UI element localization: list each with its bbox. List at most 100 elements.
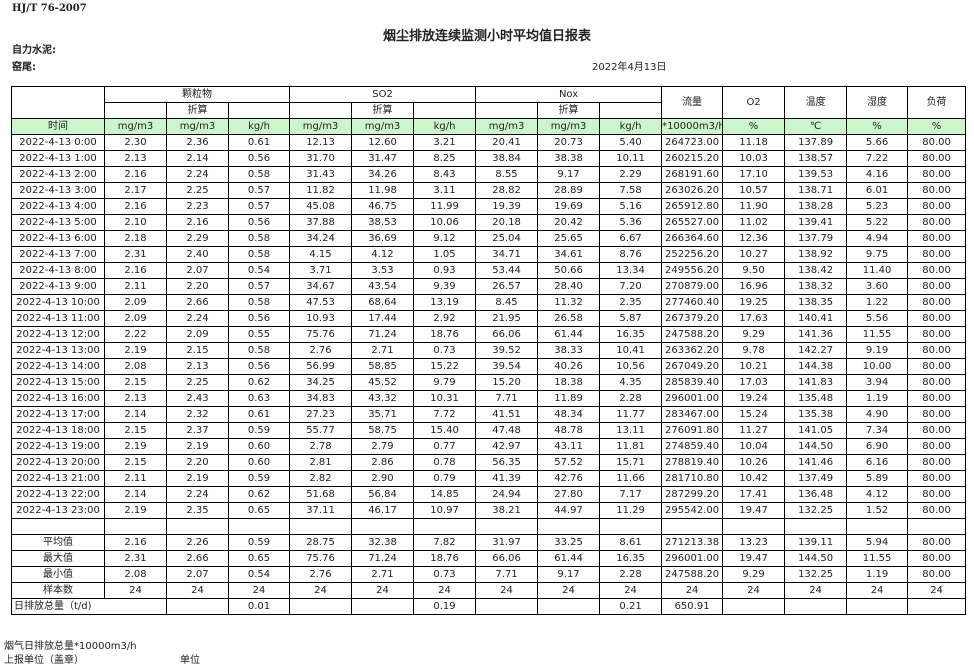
summary-value: 80.00	[907, 566, 967, 583]
daily-total-cell	[784, 598, 848, 615]
value-cell: 2.20	[166, 454, 229, 471]
value-cell: 2.09	[104, 294, 167, 311]
time-cell: 2022-4-13 4:00	[11, 198, 105, 215]
value-cell: 80.00	[907, 230, 967, 247]
value-cell: 31.43	[289, 166, 353, 183]
table-row: 2022-4-13 8:00 2.16 2.07 0.54 3.71 3.53 0.93 53…	[11, 262, 967, 279]
value-cell: 2.14	[104, 406, 167, 423]
value-cell: 139.41	[784, 214, 848, 231]
value-cell: 5.66	[846, 134, 909, 151]
summary-value: 271213.38	[661, 534, 724, 551]
value-cell: 142.27	[784, 342, 848, 359]
value-cell: 2.16	[104, 198, 167, 215]
value-cell: 31.47	[351, 150, 415, 167]
value-cell: 2.17	[104, 182, 167, 199]
value-cell: 2.24	[166, 166, 229, 183]
value-cell: 2.43	[166, 390, 229, 407]
value-cell: 15.24	[722, 406, 786, 423]
value-cell: 285839.40	[661, 374, 724, 391]
table-row: 2022-4-13 0:00 2.30 2.36 0.61 12.13 12.60 3.21…	[11, 134, 967, 151]
header-o2: O2	[722, 86, 786, 119]
value-cell: 144.50	[784, 438, 848, 455]
value-cell: 55.77	[289, 422, 353, 439]
value-cell: 27.23	[289, 406, 353, 423]
value-cell: 278819.40	[661, 454, 724, 471]
summary-value: 24	[289, 582, 353, 599]
empty-cell	[289, 518, 353, 535]
value-cell: 40.26	[537, 358, 601, 375]
summary-value: 61.44	[537, 550, 601, 567]
value-cell: 8.76	[599, 246, 663, 263]
value-cell: 37.11	[289, 502, 353, 519]
value-cell: 80.00	[907, 246, 967, 263]
time-cell: 2022-4-13 5:00	[11, 214, 105, 231]
value-cell: 80.00	[907, 134, 967, 151]
value-cell: 5.36	[599, 214, 663, 231]
summary-value: 66.06	[475, 550, 539, 567]
table-row: 2022-4-13 1:00 2.13 2.14 0.56 31.70 31.47 8.25…	[11, 150, 967, 167]
value-cell: 2.08	[104, 358, 167, 375]
summary-label: 最大值	[11, 550, 105, 567]
value-cell: 12.13	[289, 134, 353, 151]
value-cell: 46.75	[351, 198, 415, 215]
value-cell: 274859.40	[661, 438, 724, 455]
value-cell: 80.00	[907, 470, 967, 487]
value-cell: 2.13	[166, 358, 229, 375]
value-cell: 17.41	[722, 486, 786, 503]
value-cell: 132.25	[784, 502, 848, 519]
summary-value: 24	[227, 582, 291, 599]
value-cell: 11.27	[722, 422, 786, 439]
value-cell: 0.62	[227, 486, 291, 503]
value-cell: 6.16	[846, 454, 909, 471]
value-cell: 68.64	[351, 294, 415, 311]
reporting-unit-label: 上报单位（盖章）	[4, 655, 84, 666]
value-cell: 138.71	[784, 182, 848, 199]
value-cell: 10.04	[722, 438, 786, 455]
value-cell: 2.23	[166, 198, 229, 215]
value-cell: 16.35	[599, 326, 663, 343]
value-cell: 11.32	[537, 294, 601, 311]
value-cell: 2.14	[104, 486, 167, 503]
value-cell: 2.25	[166, 374, 229, 391]
unit-cell: mg/m3	[166, 118, 229, 135]
time-cell: 2022-4-13 22:00	[11, 486, 105, 503]
summary-value: 247588.20	[661, 566, 724, 583]
value-cell: 10.27	[722, 246, 786, 263]
value-cell: 0.63	[227, 390, 291, 407]
value-cell: 5.22	[846, 214, 909, 231]
value-cell: 2.25	[166, 182, 229, 199]
table-row: 2022-4-13 11:00 2.09 2.24 0.56 10.93 17.44 2.9…	[11, 310, 967, 327]
value-cell: 10.97	[413, 502, 477, 519]
value-cell: 9.17	[537, 166, 601, 183]
value-cell: 0.78	[413, 454, 477, 471]
summary-value: 2.26	[166, 534, 229, 551]
value-cell: 252256.20	[661, 246, 724, 263]
summary-value: 24	[537, 582, 601, 599]
empty-cell	[475, 518, 539, 535]
table-row: 2022-4-13 18:00 2.15 2.37 0.59 55.77 58.75 15.…	[11, 422, 967, 439]
value-cell: 75.76	[289, 326, 353, 343]
unit-cell: mg/m3	[104, 118, 167, 135]
value-cell: 80.00	[907, 150, 967, 167]
time-cell: 2022-4-13 18:00	[11, 422, 105, 439]
value-cell: 4.94	[846, 230, 909, 247]
table-row: 2022-4-13 5:00 2.10 2.16 0.56 37.88 38.53 10.0…	[11, 214, 967, 231]
value-cell: 56.99	[289, 358, 353, 375]
value-cell: 8.25	[413, 150, 477, 167]
value-cell: 37.88	[289, 214, 353, 231]
value-cell: 267049.20	[661, 358, 724, 375]
blank-row	[11, 518, 967, 535]
value-cell: 48.34	[537, 406, 601, 423]
value-cell: 9.79	[413, 374, 477, 391]
daily-total-cell	[537, 598, 601, 615]
value-cell: 0.58	[227, 246, 291, 263]
table-row: 2022-4-13 4:00 2.16 2.23 0.57 45.08 46.75 11.9…	[11, 198, 967, 215]
value-cell: 11.99	[413, 198, 477, 215]
table-row: 2022-4-13 9:00 2.11 2.20 0.57 34.67 43.54 9.39…	[11, 278, 967, 295]
value-cell: 15.40	[413, 422, 477, 439]
summary-value: 2.66	[166, 550, 229, 567]
value-cell: 2.29	[166, 230, 229, 247]
value-cell: 267379.20	[661, 310, 724, 327]
empty-cell	[907, 518, 967, 535]
summary-value: 24	[599, 582, 663, 599]
